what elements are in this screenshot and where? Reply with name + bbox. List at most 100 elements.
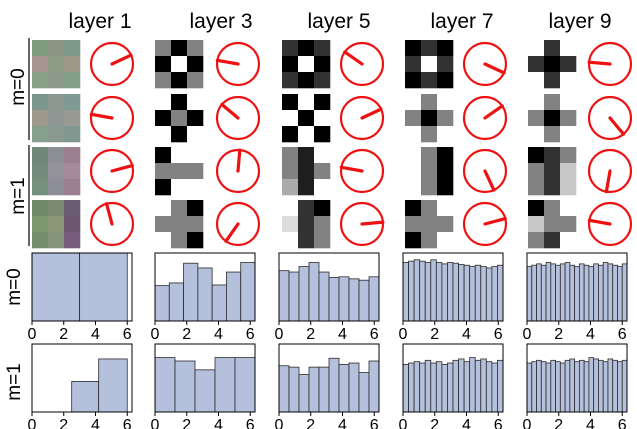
- row-labels: m=0 m=1 m=0 m=1: [4, 68, 29, 401]
- dial-needle: [483, 216, 507, 226]
- dial-layer-3-row-2: [215, 95, 261, 141]
- patch-cell: [155, 216, 172, 233]
- histogram-bar: [526, 362, 533, 413]
- patch-cell: [544, 110, 561, 127]
- histogram-bar: [452, 359, 459, 413]
- patch-cell: [64, 163, 81, 180]
- histogram-bar: [540, 264, 547, 322]
- patch-cell: [528, 179, 545, 196]
- x-tick-label: 2: [554, 326, 563, 343]
- histogram-bar: [278, 365, 290, 413]
- x-tick-label: 2: [59, 417, 68, 429]
- patch-layer-9-row-1: [528, 40, 577, 89]
- patch-cell: [528, 72, 545, 89]
- patch-cell: [421, 94, 438, 111]
- patch-cell: [282, 232, 299, 249]
- patch-cell: [544, 56, 561, 73]
- patch-cell: [187, 94, 204, 111]
- x-tick-label: 4: [214, 326, 223, 343]
- row-label-upper-m0: m=0: [8, 68, 29, 106]
- dial-needle: [483, 104, 504, 120]
- dial-needle: [604, 169, 612, 194]
- patch-cell: [32, 110, 49, 127]
- histogram-bar: [435, 262, 443, 322]
- x-tick-label: 0: [28, 326, 37, 343]
- patch-cell: [437, 200, 454, 217]
- patch-cell: [187, 179, 204, 196]
- patch-cell: [64, 40, 81, 57]
- patch-cell: [544, 216, 561, 233]
- patch-cell: [421, 232, 438, 249]
- patch-layer-9-row-3: [528, 147, 577, 196]
- patch-cell: [437, 110, 454, 127]
- histogram-bar: [578, 263, 585, 322]
- x-tick-label: 4: [586, 326, 595, 343]
- histogram-bar: [617, 361, 623, 413]
- histogram-bar: [569, 264, 576, 322]
- patch-cell: [48, 56, 65, 73]
- patch-cell: [405, 147, 422, 164]
- x-tick-label: 0: [275, 326, 284, 343]
- patch-cell: [48, 40, 65, 57]
- x-tick-label: 0: [151, 326, 160, 343]
- dial-needle: [587, 218, 612, 226]
- histogram-grid: 0 2 4 6 0 2 4 6 0 2 4 6 0 2 4 6 0 2 4 6 0 2 4 6 0 2 4 6 0 2 4 6 0 2 4 6 0 2 4 6: [28, 252, 628, 429]
- patch-cell: [282, 163, 299, 180]
- histogram-bar: [328, 357, 340, 413]
- patch-cell: [32, 94, 49, 111]
- histogram-bar: [612, 264, 618, 322]
- dial-needle: [224, 222, 240, 243]
- dial-circle: [462, 148, 508, 194]
- dial-needle: [587, 60, 612, 66]
- patch-cell: [48, 72, 65, 89]
- dial-needle: [220, 102, 240, 120]
- patch-cell: [155, 179, 172, 196]
- histogram-bar: [474, 264, 482, 322]
- patch-cell: [155, 163, 172, 180]
- dial-layer-3-row-4: [215, 201, 261, 247]
- patch-cell: [171, 179, 188, 196]
- x-tick-label: 0: [275, 417, 284, 429]
- histogram-bar: [469, 266, 476, 322]
- patch-cell: [187, 40, 204, 57]
- dial-layer-9-row-2: [587, 95, 633, 141]
- histogram-frame: [402, 343, 504, 413]
- histogram-bar: [358, 372, 370, 413]
- patch-cell: [437, 40, 454, 57]
- x-tick-label: 4: [214, 417, 223, 429]
- histogram-bar: [308, 262, 320, 322]
- dial-needle: [483, 62, 506, 75]
- patch-cell: [64, 126, 81, 143]
- patch-layer-3-row-1: [155, 40, 204, 89]
- patch-cell: [437, 232, 454, 249]
- patch-cell: [155, 232, 172, 249]
- histogram-bar: [559, 263, 566, 322]
- patch-layer-5-row-3: [282, 147, 331, 196]
- patch-cell: [437, 94, 454, 111]
- dial-layer-9-row-3: [587, 148, 633, 194]
- x-tick-label: 6: [370, 417, 379, 429]
- dial-circle: [215, 201, 261, 247]
- dial-needle: [483, 169, 496, 192]
- dial-circle: [215, 95, 261, 141]
- dial-circle: [89, 201, 135, 247]
- patch-cell: [560, 126, 577, 143]
- patch-cell: [155, 56, 172, 73]
- dial-circle: [587, 95, 633, 141]
- dial-circle: [462, 41, 508, 87]
- histogram-bar: [491, 362, 498, 413]
- dial-needle: [360, 220, 385, 226]
- dial-circle: [339, 95, 385, 141]
- x-tick-label: 4: [338, 417, 347, 429]
- patch-cell: [528, 126, 545, 143]
- histogram-layer-7-row-2: 0 2 4 6: [399, 343, 504, 429]
- histogram-layer-3-row-2: 0 2 4 6: [151, 343, 256, 429]
- patch-layer-9-row-4: [528, 200, 577, 249]
- histogram-bar: [564, 359, 571, 413]
- x-tick-label: 0: [399, 417, 408, 429]
- row-label-hist-m0: m=0: [4, 268, 25, 306]
- patch-cell: [48, 163, 65, 180]
- histogram-bar: [458, 358, 465, 413]
- patch-cell: [314, 94, 331, 111]
- patch-layer-5-row-2: [282, 94, 331, 143]
